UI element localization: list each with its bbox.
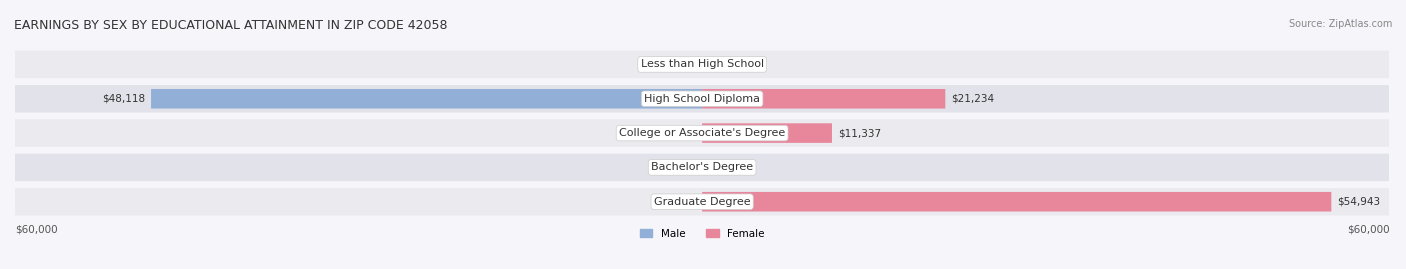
- FancyBboxPatch shape: [15, 188, 1389, 215]
- FancyBboxPatch shape: [150, 89, 702, 109]
- Text: $48,118: $48,118: [103, 94, 145, 104]
- Text: Graduate Degree: Graduate Degree: [654, 197, 751, 207]
- FancyBboxPatch shape: [15, 85, 1389, 112]
- Text: $0: $0: [672, 162, 685, 172]
- FancyBboxPatch shape: [15, 154, 1389, 181]
- Text: Source: ZipAtlas.com: Source: ZipAtlas.com: [1288, 19, 1392, 29]
- Text: College or Associate's Degree: College or Associate's Degree: [619, 128, 786, 138]
- Text: Bachelor's Degree: Bachelor's Degree: [651, 162, 754, 172]
- Text: $0: $0: [672, 128, 685, 138]
- Legend: Male, Female: Male, Female: [640, 229, 765, 239]
- FancyBboxPatch shape: [15, 51, 1389, 78]
- Text: $0: $0: [672, 59, 685, 69]
- FancyBboxPatch shape: [702, 89, 945, 109]
- Text: $11,337: $11,337: [838, 128, 880, 138]
- Text: $0: $0: [720, 59, 733, 69]
- Text: $21,234: $21,234: [950, 94, 994, 104]
- Text: $54,943: $54,943: [1337, 197, 1381, 207]
- Text: $60,000: $60,000: [1347, 224, 1389, 234]
- Text: $60,000: $60,000: [15, 224, 58, 234]
- FancyBboxPatch shape: [15, 119, 1389, 147]
- Text: Less than High School: Less than High School: [641, 59, 763, 69]
- FancyBboxPatch shape: [702, 192, 1331, 211]
- FancyBboxPatch shape: [702, 123, 832, 143]
- Text: EARNINGS BY SEX BY EDUCATIONAL ATTAINMENT IN ZIP CODE 42058: EARNINGS BY SEX BY EDUCATIONAL ATTAINMEN…: [14, 19, 447, 32]
- Text: $0: $0: [720, 162, 733, 172]
- Text: High School Diploma: High School Diploma: [644, 94, 761, 104]
- Text: $0: $0: [672, 197, 685, 207]
